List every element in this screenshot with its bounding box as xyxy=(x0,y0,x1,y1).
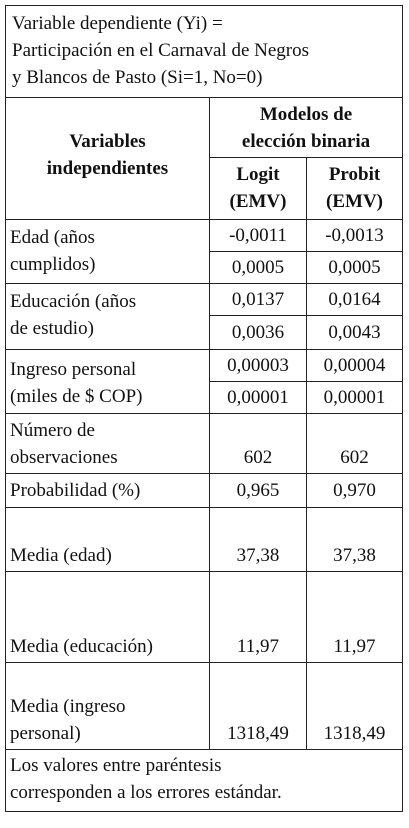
regression-table: Variable dependiente (Yi) = Participació… xyxy=(4,5,404,812)
row-label-edad: Edad (años cumplidos) xyxy=(5,219,210,284)
row-label-educacion: Educación (años de estudio) xyxy=(5,283,210,350)
probit-media-ingreso: 1318,49 xyxy=(305,662,404,750)
label-line: (miles de $ COP) xyxy=(10,386,143,407)
label-line: de estudio) xyxy=(10,318,94,339)
label-line: Edad (años xyxy=(10,227,95,248)
header-line: elección binaria xyxy=(241,131,371,152)
header-line: Variables xyxy=(69,130,146,152)
logit-observaciones: 602 xyxy=(209,413,307,474)
header-line: (EMV) xyxy=(326,191,383,212)
probit-coef-edad: -0,0013 xyxy=(305,219,404,252)
header-line: Modelos de xyxy=(259,104,353,125)
label-line: Número de xyxy=(10,420,95,441)
probit-observaciones: 602 xyxy=(305,413,404,474)
footnote-line: Los valores entre paréntesis xyxy=(10,755,222,776)
label-line: personal) xyxy=(10,723,81,744)
table-caption: Variable dependiente (Yi) = Participació… xyxy=(4,5,404,98)
header-line: Probit xyxy=(328,164,381,185)
logit-se-ingreso: 0,00001 xyxy=(209,381,307,414)
logit-media-edad: 37,38 xyxy=(209,507,307,572)
header-line: Logit xyxy=(236,164,280,185)
header-line: (EMV) xyxy=(229,191,287,212)
row-label-probabilidad: Probabilidad (%) xyxy=(5,473,210,508)
logit-probabilidad: 0,965 xyxy=(209,473,307,508)
probit-header: Probit (EMV) xyxy=(305,157,404,220)
logit-media-educacion: 11,97 xyxy=(209,571,307,663)
probit-se-edad: 0,0005 xyxy=(305,251,404,284)
probit-se-ingreso: 0,00001 xyxy=(305,381,404,414)
header-line: independientes xyxy=(46,157,169,179)
label-line: Ingreso personal xyxy=(10,359,137,380)
logit-media-ingreso: 1318,49 xyxy=(209,662,307,750)
logit-se-educacion: 0,0036 xyxy=(209,315,307,350)
caption-line: y Blancos de Pasto (Si=1, No=0) xyxy=(12,67,263,88)
logit-header: Logit (EMV) xyxy=(209,157,307,220)
label-line: cumplidos) xyxy=(10,254,96,275)
table-footnote: Los valores entre paréntesis corresponde… xyxy=(4,749,404,812)
probit-coef-educacion: 0,0164 xyxy=(305,283,404,316)
caption-line: Participación en el Carnaval de Negros xyxy=(12,40,310,61)
probit-media-educacion: 11,97 xyxy=(305,571,404,663)
probit-media-edad: 37,38 xyxy=(305,507,404,572)
probit-se-educacion: 0,0043 xyxy=(305,315,404,350)
probit-coef-ingreso: 0,00004 xyxy=(305,349,404,382)
label-line: Media (ingreso xyxy=(10,696,126,717)
row-label-media-educacion: Media (educación) xyxy=(5,571,210,663)
caption-line: Variable dependiente (Yi) = xyxy=(12,13,223,34)
footnote-line: corresponden a los errores estándar. xyxy=(10,782,282,803)
row-label-media-edad: Media (edad) xyxy=(5,507,210,572)
row-label-ingreso: Ingreso personal (miles de $ COP) xyxy=(5,349,210,414)
probit-probabilidad: 0,970 xyxy=(305,473,404,508)
logit-se-edad: 0,0005 xyxy=(209,251,307,284)
logit-coef-edad: -0,0011 xyxy=(209,219,307,252)
logit-coef-ingreso: 0,00003 xyxy=(209,349,307,382)
label-line: Educación (años xyxy=(10,291,137,312)
logit-coef-educacion: 0,0137 xyxy=(209,283,307,316)
models-header: Modelos de elección binaria xyxy=(208,97,404,158)
row-label-media-ingreso: Media (ingreso personal) xyxy=(5,662,210,750)
row-label-observaciones: Número de observaciones xyxy=(5,413,210,474)
label-line: observaciones xyxy=(10,447,118,468)
independent-variables-header: Variables independientes xyxy=(5,97,210,220)
